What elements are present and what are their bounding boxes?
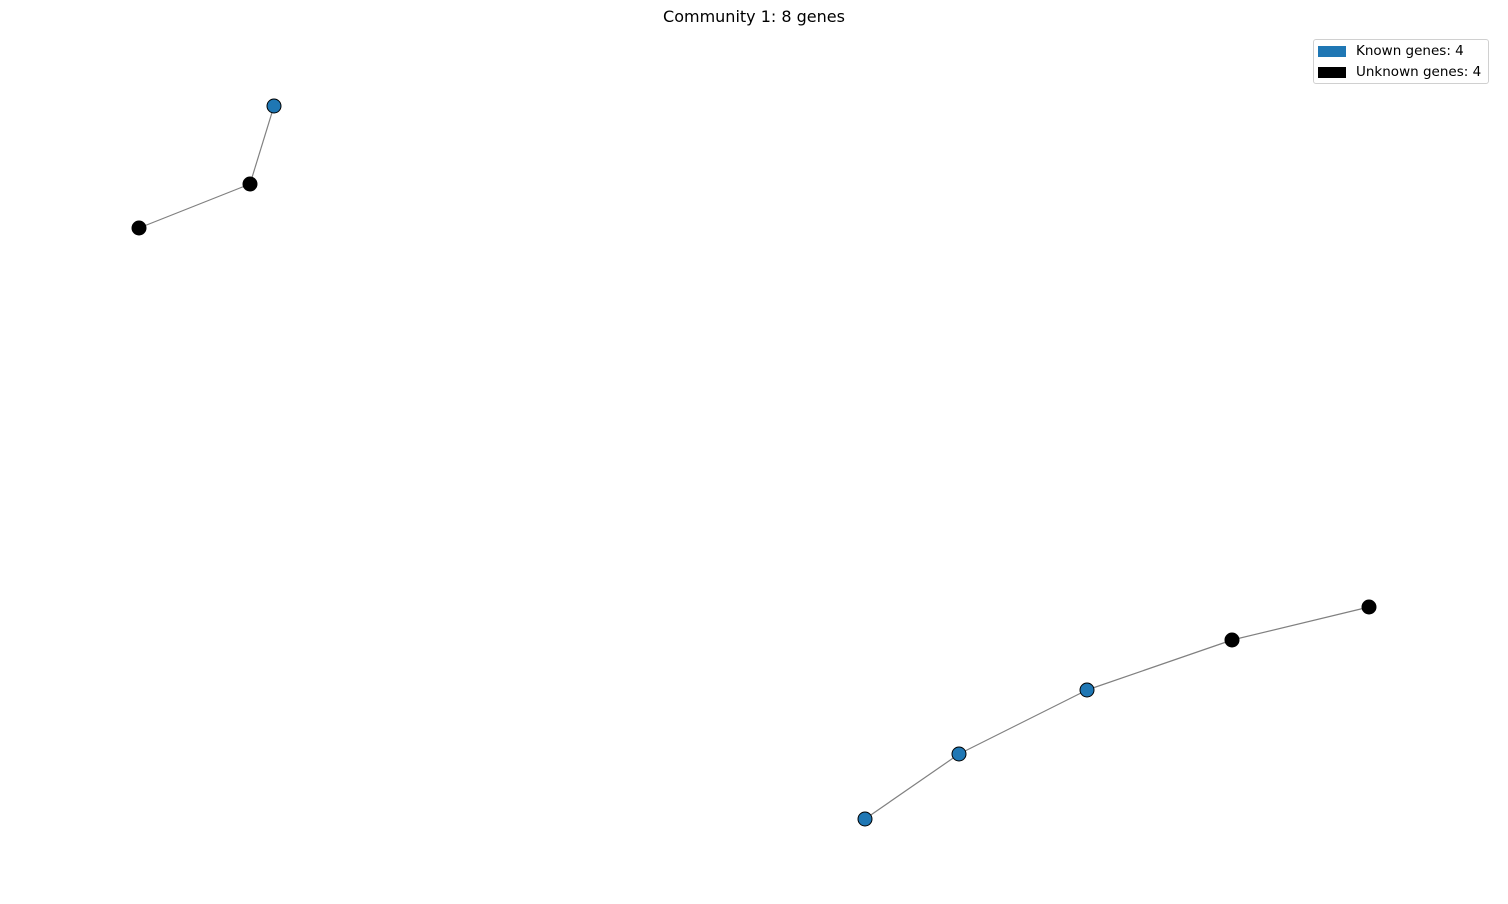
figure-title: Community 1: 8 genes: [663, 7, 845, 26]
legend-entry-unknown: Unknown genes: 4: [1318, 62, 1481, 82]
legend-label-known: Known genes: 4: [1356, 43, 1464, 59]
node-unknown-g7: [1224, 632, 1240, 648]
node-unknown-g3: [131, 220, 147, 236]
edges-layer: [138, 105, 1370, 820]
legend-swatch-known: [1318, 45, 1346, 57]
legend-entry-known: Known genes: 4: [1318, 41, 1464, 61]
edge-g7-g8: [1231, 606, 1370, 641]
edge-g4-g5: [864, 753, 960, 820]
node-known-g4: [857, 811, 873, 827]
edge-g6-g7: [1086, 639, 1233, 691]
nodes-layer: [131, 98, 1377, 827]
legend: Known genes: 4 Unknown genes: 4: [1313, 39, 1489, 84]
edge-g2-g3: [138, 183, 251, 229]
node-known-g6: [1079, 682, 1095, 698]
node-known-g5: [951, 746, 967, 762]
node-unknown-g2: [242, 176, 258, 192]
legend-label-unknown: Unknown genes: 4: [1356, 64, 1482, 80]
edge-g5-g6: [958, 689, 1088, 755]
edge-g1-g2: [249, 105, 275, 185]
node-known-g1: [266, 98, 282, 114]
node-unknown-g8: [1361, 599, 1377, 615]
legend-swatch-unknown: [1318, 66, 1346, 78]
